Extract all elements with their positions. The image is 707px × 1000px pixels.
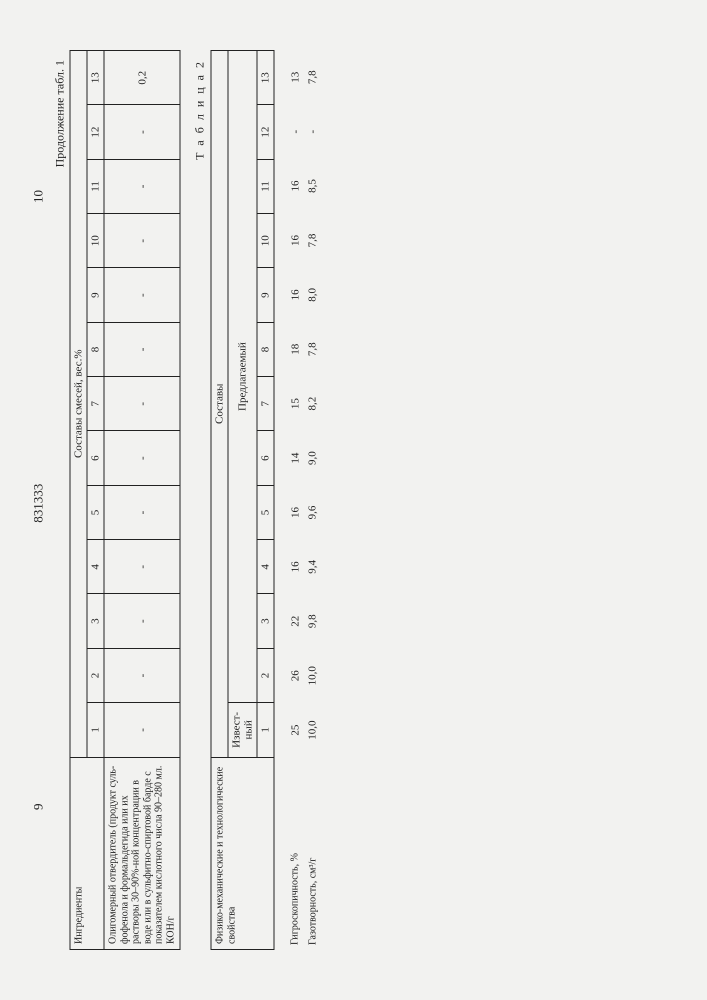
table2-cell: 16 bbox=[286, 485, 304, 539]
table1-col: 9 bbox=[87, 268, 104, 322]
table2-cell: 7,8 bbox=[304, 322, 322, 376]
table2-cell: 8,0 bbox=[304, 268, 322, 322]
table1-cell: - bbox=[104, 540, 180, 594]
table1-group-header: Составы смесей, вес.% bbox=[70, 51, 87, 758]
table2-cell: 16 bbox=[286, 213, 304, 267]
table2-cell: 25 bbox=[286, 703, 304, 757]
page-center: 831333 bbox=[30, 484, 46, 523]
table2-cell: 10,0 bbox=[304, 649, 322, 703]
table2-proposed-header: Предлагаемый bbox=[228, 51, 257, 703]
table2-row-label: Гигроскопич­ность, % bbox=[286, 757, 304, 950]
page-left: 9 bbox=[30, 804, 46, 811]
table2-group-header: Составы bbox=[211, 51, 228, 758]
table2-cell: 8,2 bbox=[304, 376, 322, 430]
table2-cell: - bbox=[304, 104, 322, 158]
table1-cell: - bbox=[104, 703, 180, 757]
table2-cell: 9,4 bbox=[304, 540, 322, 594]
table2-cell: 13 bbox=[286, 50, 304, 104]
table2-col: 7 bbox=[257, 377, 274, 431]
table1-col: 13 bbox=[87, 51, 104, 105]
table1-col: 8 bbox=[87, 322, 104, 376]
table2-col: 13 bbox=[257, 51, 274, 105]
table1-cell: - bbox=[104, 322, 180, 376]
table1-cell: 0,2 bbox=[104, 51, 180, 105]
table2-cell: 26 bbox=[286, 649, 304, 703]
table1-cell: - bbox=[104, 485, 180, 539]
table1-col: 11 bbox=[87, 159, 104, 213]
table2-cell: 18 bbox=[286, 322, 304, 376]
table1-row-label: Олигомерный отвердитель (продукт суль­фо… bbox=[104, 757, 180, 949]
table2-col: 6 bbox=[257, 431, 274, 485]
table2-known-header: Извест­ный bbox=[228, 703, 257, 757]
table1-cell: - bbox=[104, 105, 180, 159]
table2-caption: Т а б л и ц а 2 bbox=[192, 60, 207, 950]
table2-cell: 9,6 bbox=[304, 485, 322, 539]
table2-col: 3 bbox=[257, 594, 274, 648]
table2-prop-header: Физико-механи­ческие и техно­логические … bbox=[211, 757, 274, 949]
table2-cell: 10,0 bbox=[304, 703, 322, 757]
table2-cell: - bbox=[286, 104, 304, 158]
table2-cell: 9,0 bbox=[304, 431, 322, 485]
table2: Физико-механи­ческие и техно­логические … bbox=[210, 50, 274, 950]
table1-col: 2 bbox=[87, 648, 104, 702]
table2-col: 10 bbox=[257, 214, 274, 268]
page-right: 10 bbox=[30, 190, 46, 203]
table2-cell: 14 bbox=[286, 431, 304, 485]
table2-cell: 8,5 bbox=[304, 159, 322, 213]
table1-cell: - bbox=[104, 431, 180, 485]
table1-col: 10 bbox=[87, 214, 104, 268]
table2-cell: 16 bbox=[286, 540, 304, 594]
table1-continuation: Продолжение табл. 1 bbox=[52, 60, 67, 950]
table2-cell: 22 bbox=[286, 594, 304, 648]
table1-ingredients-header: Ингредиенты bbox=[70, 757, 104, 949]
table2-cell: 16 bbox=[286, 268, 304, 322]
table1-cell: - bbox=[104, 377, 180, 431]
table2-col: 12 bbox=[257, 105, 274, 159]
table1-col: 7 bbox=[87, 377, 104, 431]
table1-col: 4 bbox=[87, 540, 104, 594]
table2-col: 9 bbox=[257, 268, 274, 322]
table2-cell: 7,8 bbox=[304, 50, 322, 104]
table2-col: 1 bbox=[257, 703, 274, 757]
table1-cell: - bbox=[104, 159, 180, 213]
table1: Ингредиенты Составы смесей, вес.% 123456… bbox=[69, 50, 180, 950]
table2-cell: 15 bbox=[286, 376, 304, 430]
table2-cell: 9,8 bbox=[304, 594, 322, 648]
table2-body: Гигроскопич­ность, %25262216161415181616… bbox=[286, 50, 321, 950]
table2-cell: 16 bbox=[286, 159, 304, 213]
table2-col: 11 bbox=[257, 159, 274, 213]
table2-col: 2 bbox=[257, 648, 274, 702]
table2-col: 8 bbox=[257, 322, 274, 376]
table1-col: 6 bbox=[87, 431, 104, 485]
table2-col: 5 bbox=[257, 485, 274, 539]
table1-col: 5 bbox=[87, 485, 104, 539]
table1-cell: - bbox=[104, 648, 180, 702]
table1-cell: - bbox=[104, 214, 180, 268]
table2-col: 4 bbox=[257, 540, 274, 594]
table1-col: 3 bbox=[87, 594, 104, 648]
table1-col: 12 bbox=[87, 105, 104, 159]
table2-row-label: Газотворность, см³/г bbox=[304, 757, 322, 950]
table2-cell: 7,8 bbox=[304, 213, 322, 267]
table1-cell: - bbox=[104, 594, 180, 648]
table1-col: 1 bbox=[87, 703, 104, 757]
table1-cell: - bbox=[104, 268, 180, 322]
